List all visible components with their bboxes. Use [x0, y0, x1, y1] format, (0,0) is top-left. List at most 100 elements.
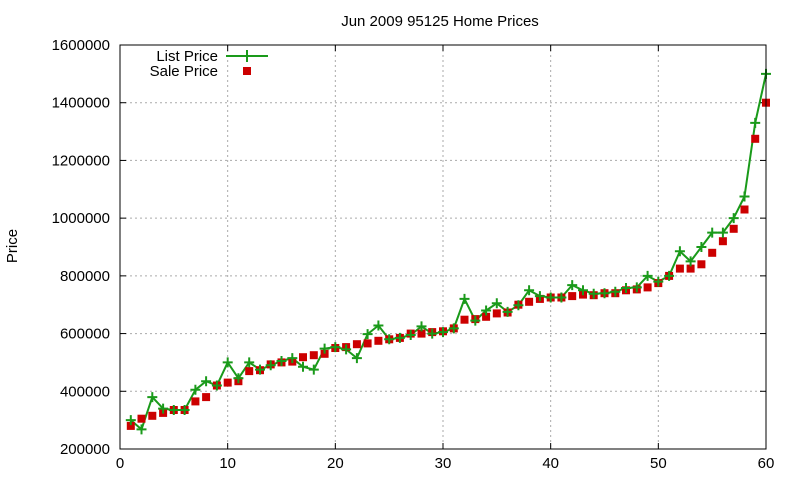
- sale-price-point: [675, 264, 684, 273]
- sale-price-point: [245, 367, 254, 376]
- list-price-point: [244, 357, 255, 368]
- list-price-point: [707, 227, 718, 238]
- x-tick-label: 40: [542, 455, 559, 472]
- sale-price-point: [202, 393, 211, 402]
- x-tick-label: 50: [650, 455, 667, 472]
- list-price-point: [384, 334, 395, 345]
- list-price-point: [416, 321, 427, 332]
- list-price-point: [631, 282, 642, 293]
- list-price-point: [394, 332, 405, 343]
- list-price-point: [287, 353, 298, 364]
- y-tick-label: 1200000: [52, 152, 110, 169]
- y-tick-label: 600000: [60, 326, 110, 343]
- list-price-point: [610, 286, 621, 297]
- sale-price-point: [223, 378, 232, 387]
- list-price-point: [405, 330, 416, 340]
- list-price-point: [674, 246, 685, 257]
- list-price-point: [459, 293, 470, 304]
- legend: List Price Sale Price: [150, 48, 268, 80]
- list-price-point: [168, 405, 179, 415]
- list-price-point: [190, 384, 201, 395]
- list-price-point: [448, 323, 459, 334]
- list-price-point: [513, 300, 524, 311]
- list-price-point: [556, 292, 567, 303]
- list-price-point: [276, 356, 287, 366]
- y-tick-label: 800000: [60, 268, 110, 285]
- sale-price-point: [697, 260, 706, 269]
- sale-price-point: [299, 353, 307, 362]
- list-price-point: [470, 315, 481, 326]
- sale-price-point: [708, 248, 717, 257]
- list-price-point: [653, 276, 664, 287]
- x-tick-label: 20: [327, 455, 344, 472]
- list-price-point: [351, 353, 362, 364]
- list-price-point: [298, 361, 308, 372]
- sale-price-point: [525, 297, 534, 306]
- sale-price-point: [309, 351, 318, 360]
- list-price-point: [685, 256, 696, 267]
- sale-price-point: [718, 237, 727, 246]
- list-price-point: [621, 283, 631, 293]
- list-price-point: [578, 285, 588, 296]
- list-price-point: [373, 320, 384, 331]
- list-price-point: [222, 357, 233, 368]
- list-price-point: [481, 305, 492, 316]
- sale-price-point: [729, 224, 738, 233]
- list-price-point: [136, 424, 147, 435]
- list-price-point: [696, 242, 707, 252]
- legend-swatch-sale-price: [243, 67, 251, 75]
- plot-frame: [119, 44, 767, 450]
- sale-price-point: [643, 283, 652, 292]
- list-price-point: [642, 270, 653, 281]
- sale-price-point: [126, 421, 135, 430]
- sale-price-point: [137, 414, 146, 423]
- axis-ticks: 0 10 20 30 40 50 60 200000 400000 600000 800000 100…: [52, 37, 775, 472]
- list-price-point: [308, 364, 319, 375]
- list-price-point: [664, 270, 675, 281]
- list-price-point: [728, 213, 739, 224]
- list-price-point: [255, 364, 265, 375]
- x-tick-label: 0: [116, 455, 124, 472]
- chart-title: Jun 2009 95125 Home Prices: [341, 13, 539, 30]
- list-price-point: [201, 376, 212, 387]
- y-axis-label: Price: [4, 229, 21, 263]
- list-price-point: [265, 360, 276, 371]
- legend-label-sale-price: Sale Price: [150, 63, 218, 80]
- list-price-point: [567, 280, 578, 291]
- list-price-line: [130, 73, 767, 431]
- sale-price-point: [686, 264, 695, 273]
- y-tick-label: 1600000: [52, 37, 110, 54]
- sale-price-point: [320, 349, 329, 358]
- sale-price-point: [417, 329, 426, 338]
- sale-price-point: [751, 134, 760, 143]
- list-price-point: [211, 380, 222, 391]
- y-tick-label: 1400000: [52, 95, 110, 112]
- list-price-point: [739, 191, 750, 202]
- list-price-point: [491, 298, 502, 309]
- sale-price-point: [482, 312, 491, 321]
- list-price-point: [125, 415, 136, 426]
- x-tick-label: 30: [435, 455, 452, 472]
- series-layer: [125, 68, 771, 435]
- list-price-point: [545, 292, 556, 303]
- x-tick-label: 10: [219, 455, 236, 472]
- list-price-point: [588, 288, 599, 299]
- list-price-point: [319, 343, 330, 354]
- sale-price-point: [460, 315, 469, 324]
- list-price-point: [158, 403, 169, 414]
- list-price-point: [438, 327, 448, 338]
- list-price-point: [599, 288, 610, 299]
- list-price-point: [179, 405, 190, 415]
- legend-swatch-list-price: [226, 50, 268, 62]
- y-tick-label: 400000: [60, 383, 110, 400]
- sale-price-point: [374, 336, 383, 345]
- sale-price-point: [363, 339, 372, 348]
- list-price-point: [502, 306, 513, 317]
- list-price-point: [341, 344, 352, 355]
- list-price-point: [524, 285, 535, 296]
- sale-price-point: [740, 205, 749, 214]
- list-price-point: [750, 117, 761, 128]
- list-price-point: [233, 373, 244, 384]
- sale-price-point: [148, 411, 157, 420]
